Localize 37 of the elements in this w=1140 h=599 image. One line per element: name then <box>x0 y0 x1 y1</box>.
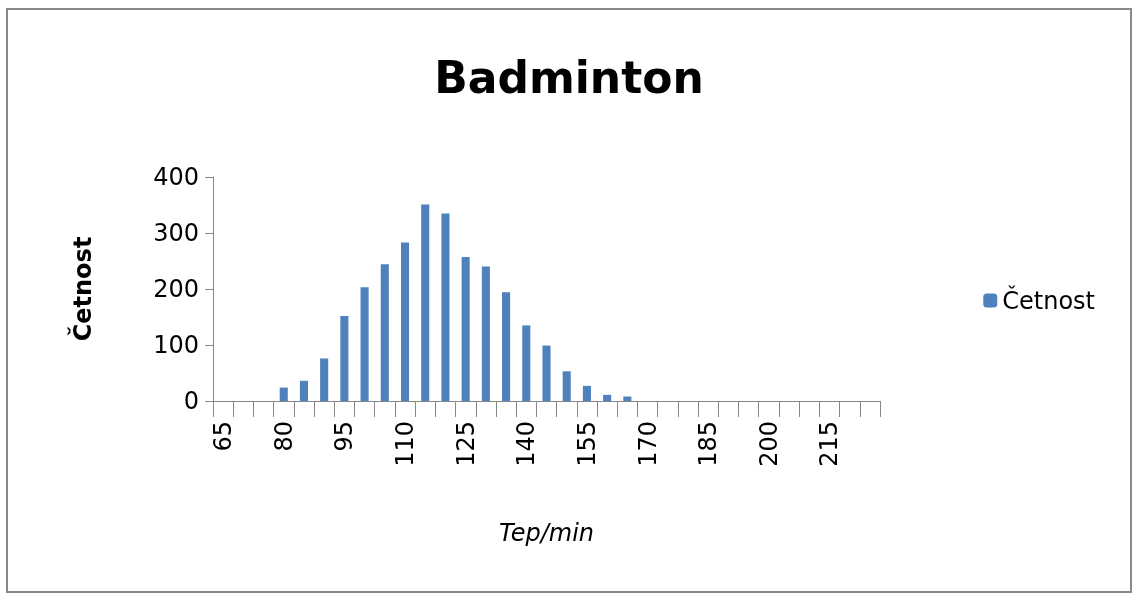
bar <box>400 242 410 401</box>
bar <box>360 287 369 401</box>
bar <box>542 345 551 401</box>
x-tick-label: 215 <box>815 421 844 467</box>
y-tick-label: 200 <box>153 275 199 303</box>
bar <box>522 325 531 401</box>
bar <box>502 292 511 401</box>
x-tick-label: 170 <box>633 421 662 467</box>
chart-title: Badminton <box>434 51 704 103</box>
x-axis-title: Tep/min <box>498 519 595 547</box>
bar <box>562 371 571 401</box>
y-tick-label: 400 <box>153 163 199 191</box>
bar <box>279 387 288 401</box>
bar <box>299 380 308 401</box>
bar <box>320 358 329 401</box>
bar <box>461 257 470 401</box>
x-tick-label: 95 <box>330 421 359 452</box>
legend-label: Četnost <box>1002 284 1096 315</box>
y-tick-label: 300 <box>153 219 199 247</box>
x-tick-label: 65 <box>209 421 238 452</box>
x-tick-label: 155 <box>572 421 601 467</box>
y-axis-title: Četnost <box>67 236 97 342</box>
x-tick-label: 80 <box>269 421 298 452</box>
x-tick-label: 185 <box>694 421 723 467</box>
x-tick-label: 110 <box>391 421 420 467</box>
bar <box>582 385 591 401</box>
x-tick-label: 125 <box>451 421 480 467</box>
bar <box>481 266 490 401</box>
bar <box>340 315 349 401</box>
x-tick-label: 140 <box>512 421 541 467</box>
bar <box>441 213 450 401</box>
bar <box>421 204 430 401</box>
bar <box>380 264 389 401</box>
x-tick-label: 200 <box>754 421 783 467</box>
y-tick-label: 0 <box>183 387 199 415</box>
bar <box>603 394 612 401</box>
y-tick-label: 100 <box>153 331 199 359</box>
